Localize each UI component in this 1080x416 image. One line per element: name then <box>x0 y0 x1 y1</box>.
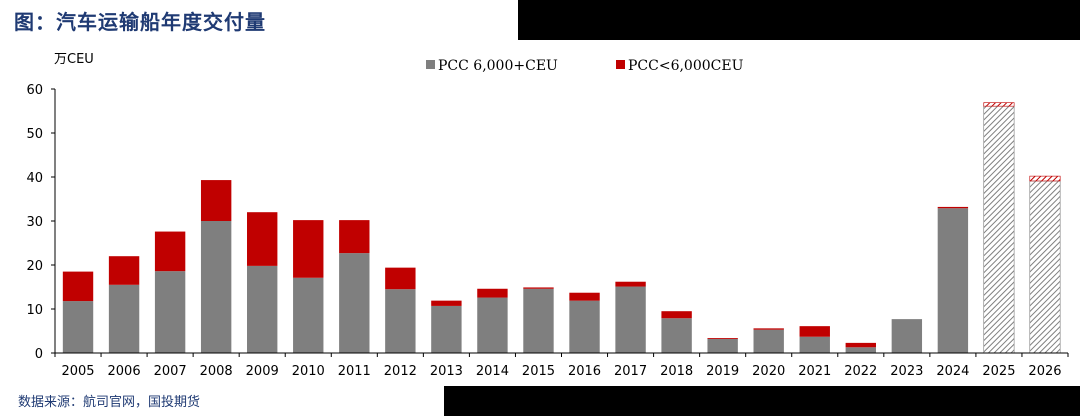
legend-label: PCC 6,000+CEU <box>438 58 558 74</box>
legend: PCC 6,000+CEU PCC<6,000CEU <box>426 58 744 74</box>
bar-segment-pcc-under-6000 <box>339 220 370 254</box>
x-tick-label: 2016 <box>568 364 601 379</box>
bar-segment-pcc-under-6000 <box>661 311 692 319</box>
x-tick-label: 2020 <box>752 364 785 379</box>
x-tick-label: 2019 <box>706 364 739 379</box>
x-tick-label: 2024 <box>936 364 969 379</box>
bar-segment-pcc-6000-plus <box>477 297 508 353</box>
bar-segment-pcc-under-6000 <box>62 271 94 302</box>
x-tick-label: 2014 <box>476 364 509 379</box>
bar-segment-pcc-under-6000 <box>431 300 462 306</box>
legend-label: PCC<6,000CEU <box>628 58 744 74</box>
bar-segment-pcc-under-6000 <box>200 180 232 221</box>
bar-segment-pcc-under-6000 <box>477 288 508 298</box>
bar-segment-pcc-6000-plus <box>845 347 876 353</box>
y-tick-label: 60 <box>26 83 43 98</box>
bar-segment-pcc-under-6000 <box>108 256 140 285</box>
bar-segment-pcc-6000-plus <box>523 288 554 353</box>
bar-segment-pcc-6000-plus <box>707 338 738 353</box>
x-tick-label: 2010 <box>292 364 325 379</box>
x-tick-label: 2018 <box>660 364 693 379</box>
bar-segment-pcc-6000-plus <box>385 289 416 353</box>
bar-segment-pcc-under-6000 <box>154 231 186 272</box>
y-axis-unit-label: 万CEU <box>54 52 94 67</box>
x-axis: 2005 2006 2007 2008 2009 2010 2011 2012 2013 2014… <box>54 352 1069 379</box>
y-tick-label: 40 <box>26 171 43 186</box>
bar-segment-pcc-under-6000 <box>753 328 784 330</box>
bar-segment-pcc-under-6000 <box>293 220 324 278</box>
bar-segment-pcc-under-6000 <box>523 287 554 289</box>
y-tick-label: 0 <box>35 347 43 362</box>
bar-segment-pcc-6000-plus <box>247 265 278 353</box>
bar-segment-pcc-6000-plus <box>615 286 646 353</box>
bar-segment-pcc-6000-plus <box>339 253 370 353</box>
y-tick-label: 10 <box>26 303 43 318</box>
y-axis: 0 10 20 30 40 50 60 <box>26 83 56 362</box>
x-tick-label: 2026 <box>1028 364 1061 379</box>
bar-segment-pcc-6000-plus <box>569 300 600 353</box>
bar-segment-pcc-under-6000 <box>247 212 278 266</box>
x-tick-label: 2008 <box>200 364 233 379</box>
chart-title: 图：汽车运输船年度交付量 <box>14 10 266 34</box>
x-tick-label: 2022 <box>844 364 877 379</box>
y-tick-label: 30 <box>26 215 43 230</box>
bars <box>62 102 1061 354</box>
bar-segment-pcc-under-6000 <box>1029 175 1061 182</box>
x-tick-label: 2006 <box>108 364 141 379</box>
bar-segment-pcc-6000-plus <box>1029 180 1061 354</box>
legend-swatch-pcc-under-6000 <box>616 60 625 69</box>
x-tick-label: 2025 <box>982 364 1015 379</box>
y-tick-label: 50 <box>26 127 43 142</box>
y-tick-label: 20 <box>26 259 43 274</box>
x-tick-label: 2005 <box>61 364 94 379</box>
source-panel <box>0 386 444 416</box>
x-tick-label: 2023 <box>890 364 923 379</box>
bar-segment-pcc-under-6000 <box>983 102 1015 107</box>
bar-segment-pcc-under-6000 <box>707 338 738 339</box>
bar-segment-pcc-6000-plus <box>799 336 830 353</box>
x-tick-label: 2007 <box>154 364 187 379</box>
bar-segment-pcc-6000-plus <box>108 284 140 353</box>
x-tick-label: 2009 <box>246 364 279 379</box>
bar-segment-pcc-6000-plus <box>661 318 692 353</box>
bar-segment-pcc-under-6000 <box>937 206 969 209</box>
x-tick-label: 2012 <box>384 364 417 379</box>
bar-segment-pcc-6000-plus <box>154 271 186 353</box>
bar-segment-pcc-6000-plus <box>431 305 462 353</box>
bar-segment-pcc-6000-plus <box>62 301 94 353</box>
bar-segment-pcc-6000-plus <box>891 319 923 353</box>
x-tick-label: 2011 <box>338 364 371 379</box>
bar-segment-pcc-6000-plus <box>293 277 324 353</box>
bar-segment-pcc-6000-plus <box>983 105 1015 354</box>
legend-swatch-pcc-6000-plus <box>426 60 435 69</box>
bar-segment-pcc-under-6000 <box>615 281 646 287</box>
title-panel <box>0 0 518 40</box>
x-tick-label: 2017 <box>614 364 647 379</box>
source-note: 数据来源：航司官网，国投期货 <box>18 395 201 410</box>
x-tick-label: 2013 <box>430 364 463 379</box>
bar-segment-pcc-under-6000 <box>385 267 416 290</box>
bar-segment-pcc-under-6000 <box>845 342 876 348</box>
bar-segment-pcc-under-6000 <box>799 326 830 337</box>
bar-segment-pcc-6000-plus <box>937 208 969 353</box>
bar-segment-pcc-6000-plus <box>753 329 784 353</box>
bar-segment-pcc-under-6000 <box>569 292 600 301</box>
bar-segment-pcc-6000-plus <box>200 221 232 353</box>
x-tick-label: 2015 <box>522 364 555 379</box>
x-tick-label: 2021 <box>798 364 831 379</box>
